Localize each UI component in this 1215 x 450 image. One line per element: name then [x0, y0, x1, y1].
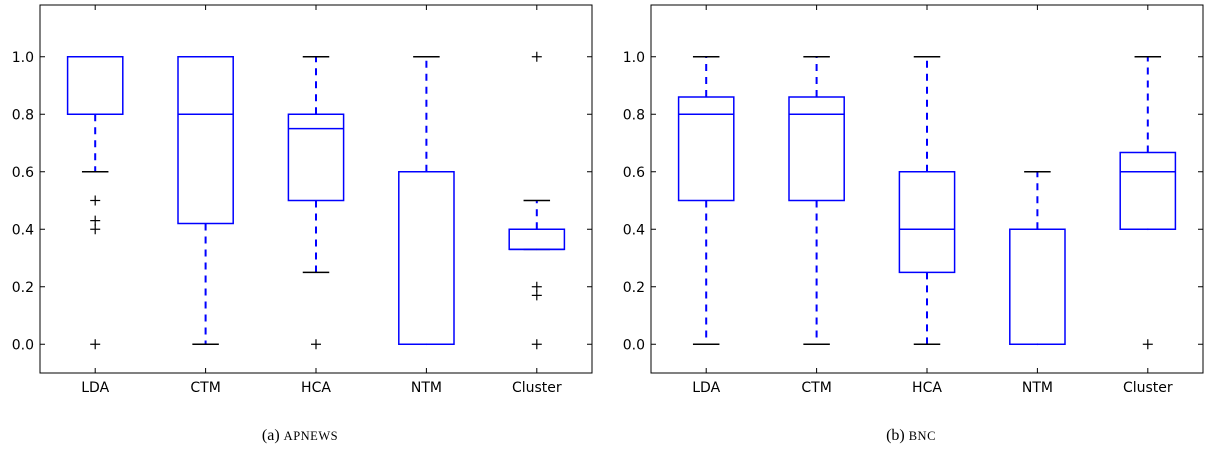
outlier-marker: [90, 339, 101, 350]
box-body: [398, 171, 455, 345]
x-tick-label: CTM: [190, 380, 220, 396]
outlier-marker: [531, 51, 542, 62]
x-tick-label: CTM: [801, 380, 831, 396]
y-tick-label: 0.2: [12, 280, 34, 296]
y-tick-label: 0.0: [623, 337, 645, 353]
caption-apnews: (a) APNEWS: [262, 427, 338, 444]
box-lda: [66, 56, 124, 350]
caption-bnc: (b) BNC: [886, 427, 936, 444]
box-body: [1119, 151, 1177, 230]
outlier-marker: [90, 224, 101, 235]
box-body: [177, 56, 234, 225]
chart-apnews: 0.0 0.2 0.4 0.6 0.8 1.0 LDA CTM HCA NTM Cluster: [12, 4, 593, 396]
box-hca: [898, 56, 956, 345]
x-tick-label: HCA: [912, 380, 942, 396]
y-tick-label: 1.0: [623, 50, 645, 66]
box-ctm: [788, 56, 845, 345]
x-tick-label: HCA: [301, 380, 331, 396]
y-tick-label: 0.0: [12, 337, 34, 353]
box-body: [677, 96, 735, 202]
outlier-marker: [531, 281, 542, 292]
box-lda: [677, 56, 735, 345]
outlier-marker: [1142, 339, 1153, 350]
box-cluster: [508, 51, 566, 350]
y-tick-label: 1.0: [12, 50, 34, 66]
y-tick-label: 0.6: [12, 165, 34, 181]
y-tick-label: 0.8: [12, 107, 34, 123]
box-ntm: [1009, 171, 1066, 345]
box-body: [788, 96, 845, 202]
box-ctm: [177, 56, 234, 345]
box-body: [1009, 228, 1066, 345]
outlier-marker: [531, 290, 542, 301]
x-tick-label: NTM: [411, 380, 442, 396]
box-body: [898, 171, 956, 274]
outlier-marker: [311, 339, 321, 350]
y-tick-label: 0.8: [623, 107, 645, 123]
box-ntm: [398, 56, 455, 345]
y-tick-label: 0.4: [623, 222, 645, 238]
y-tick-label: 0.2: [623, 280, 645, 296]
x-tick-label: Cluster: [1123, 380, 1173, 396]
chart-bnc: 0.0 0.2 0.4 0.6 0.8 1.0 LDA CTM HCA NTM Cluster: [623, 4, 1204, 396]
outlier-marker: [531, 339, 542, 350]
outlier-marker: [90, 215, 101, 226]
box-body: [508, 228, 566, 251]
x-tick-label: NTM: [1022, 380, 1053, 396]
outlier-marker: [90, 195, 101, 206]
box-hca: [287, 56, 345, 350]
x-tick-label: LDA: [81, 380, 109, 396]
box-cluster: [1119, 56, 1177, 350]
box-body: [287, 113, 345, 202]
y-tick-label: 0.6: [623, 165, 645, 181]
x-tick-label: Cluster: [512, 380, 562, 396]
y-tick-label: 0.4: [12, 222, 34, 238]
x-tick-label: LDA: [692, 380, 720, 396]
box-body: [66, 56, 124, 115]
